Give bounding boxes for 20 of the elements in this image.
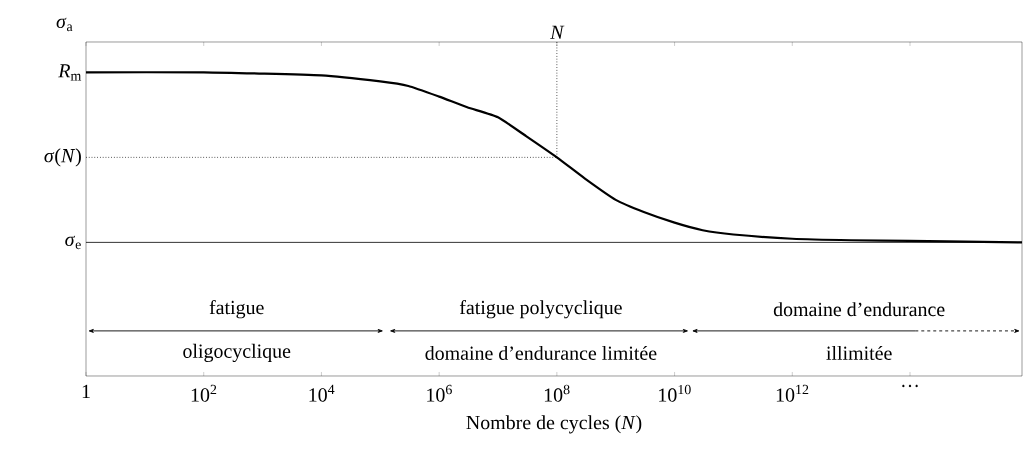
annotation: R$_{m}$ — [58, 64, 82, 81]
x-tick-label: 10$^{4}$ — [309, 384, 335, 402]
ref-line-label: N — [550, 25, 565, 39]
annotation: domaine d’endurance limitée — [425, 345, 657, 360]
annotation: oligocyclique — [183, 343, 291, 362]
x-tick-label: ··· — [902, 384, 918, 388]
annotation: fatigue polycyclique — [459, 300, 622, 319]
x-tick-label: 10$^{12}$ — [776, 384, 809, 402]
x-tick-label: 1 — [82, 384, 90, 398]
x-tick-label: 10$^{10}$ — [659, 384, 691, 402]
ref-line-label: σ$_{e}$ — [65, 235, 81, 250]
annotation: fatigue — [209, 300, 264, 319]
annotation: illimitée — [826, 345, 892, 360]
x-tick-label: 10$^{6}$ — [427, 384, 452, 402]
y-axis-title: σ$_{a}$ — [56, 17, 73, 32]
ref-line-label: σ(N) — [44, 148, 81, 167]
annotation: domaine d’endurance — [773, 302, 945, 317]
x-tick-label: 10$^{2}$ — [191, 384, 217, 402]
x-axis-title: Nombre de cycles (N) — [466, 415, 642, 434]
x-tick-label: 10$^{8}$ — [544, 384, 570, 402]
